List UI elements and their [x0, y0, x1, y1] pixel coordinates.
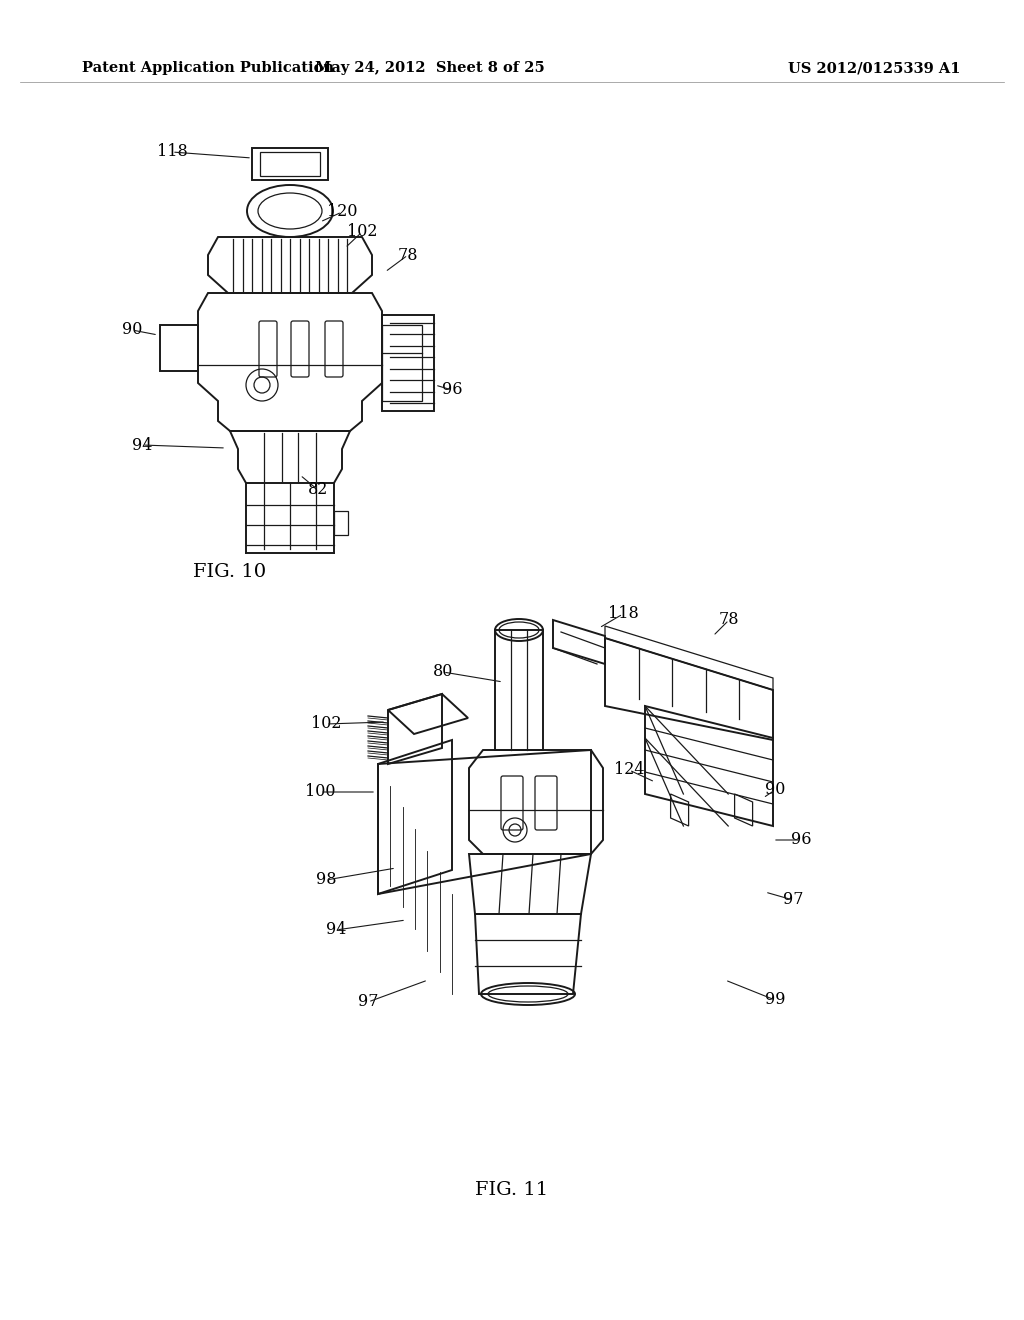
- Text: 124: 124: [613, 762, 644, 779]
- Text: 96: 96: [441, 381, 462, 399]
- Text: 102: 102: [310, 715, 341, 733]
- Text: 78: 78: [719, 611, 739, 628]
- Text: FIG. 10: FIG. 10: [194, 564, 266, 581]
- Text: 118: 118: [157, 144, 187, 161]
- Text: 100: 100: [305, 784, 335, 800]
- Text: 96: 96: [791, 832, 811, 849]
- Text: FIG. 11: FIG. 11: [475, 1181, 549, 1199]
- Text: US 2012/0125339 A1: US 2012/0125339 A1: [787, 61, 961, 75]
- Text: 90: 90: [122, 322, 142, 338]
- Text: 94: 94: [132, 437, 153, 454]
- Text: 94: 94: [326, 921, 346, 939]
- Text: Patent Application Publication: Patent Application Publication: [82, 61, 334, 75]
- Text: 120: 120: [327, 203, 357, 220]
- Text: 99: 99: [765, 991, 785, 1008]
- Text: 102: 102: [347, 223, 377, 240]
- Text: 90: 90: [765, 781, 785, 799]
- Text: 97: 97: [357, 994, 378, 1011]
- Text: 98: 98: [315, 871, 336, 888]
- Text: 78: 78: [397, 247, 418, 264]
- Text: 97: 97: [782, 891, 803, 908]
- Text: May 24, 2012  Sheet 8 of 25: May 24, 2012 Sheet 8 of 25: [315, 61, 545, 75]
- Text: 80: 80: [433, 664, 454, 681]
- Text: 118: 118: [607, 606, 638, 623]
- Text: 82: 82: [308, 482, 328, 499]
